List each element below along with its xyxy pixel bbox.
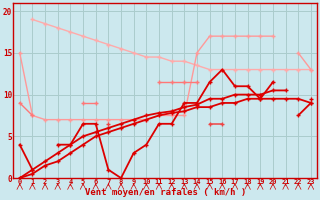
X-axis label: Vent moyen/en rafales ( km/h ): Vent moyen/en rafales ( km/h ) (85, 188, 246, 197)
